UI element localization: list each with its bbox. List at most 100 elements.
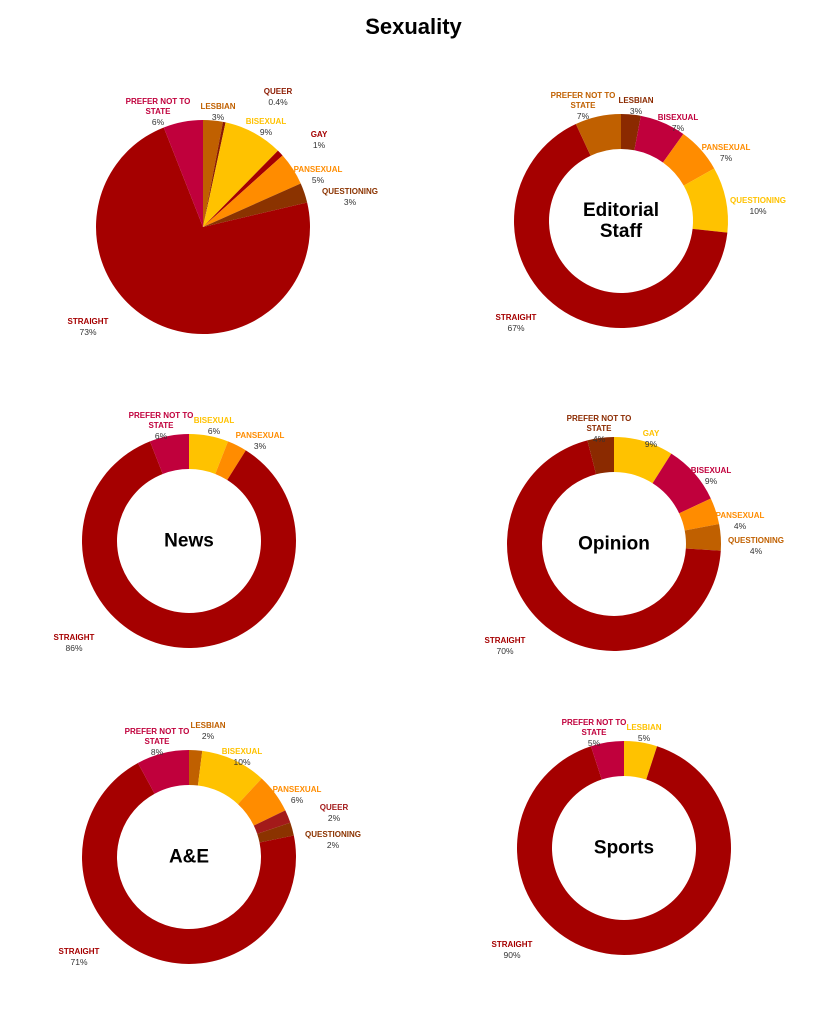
category-name: BISEXUAL bbox=[221, 747, 263, 756]
value-label: 67% bbox=[507, 323, 525, 333]
category-name: PREFER NOT TO STATE bbox=[125, 97, 191, 116]
value-label: 7% bbox=[719, 153, 733, 163]
donut-slice bbox=[517, 746, 731, 955]
donut-slice bbox=[81, 441, 296, 648]
value-label: 7% bbox=[671, 123, 685, 133]
pie-slice bbox=[203, 121, 226, 227]
category-name: QUESTIONING bbox=[727, 536, 784, 545]
slice-label: PREFER NOT TO STATE 8% bbox=[121, 727, 193, 757]
category-name: STRAIGHT bbox=[53, 633, 95, 642]
slice-label: LESBIAN 2% bbox=[172, 721, 244, 741]
slice-label: BISEXUAL 7% bbox=[642, 113, 714, 133]
slice-label: STRAIGHT 73% bbox=[52, 317, 124, 337]
value-label: 3% bbox=[211, 112, 225, 122]
pie-slice bbox=[203, 183, 308, 227]
category-name: LESBIAN bbox=[190, 721, 226, 730]
category-name: PANSEXUAL bbox=[701, 143, 751, 152]
slice-label: QUEER 2% bbox=[298, 803, 370, 823]
value-label: 5% bbox=[587, 738, 601, 748]
category-name: BISEXUAL bbox=[657, 113, 699, 122]
slice-label: QUESTIONING 4% bbox=[720, 536, 792, 556]
category-name: PANSEXUAL bbox=[715, 511, 765, 520]
value-label: 86% bbox=[65, 643, 83, 653]
value-label: 4% bbox=[749, 546, 763, 556]
value-label: 10% bbox=[233, 757, 251, 767]
slice-label: PREFER NOT TO STATE 4% bbox=[563, 414, 635, 444]
donut-slice bbox=[137, 750, 189, 794]
category-name: BISEXUAL bbox=[690, 466, 732, 475]
value-label: 71% bbox=[70, 957, 88, 967]
value-label: 2% bbox=[327, 813, 341, 823]
value-label: 3% bbox=[343, 197, 357, 207]
slice-label: QUESTIONING 3% bbox=[314, 187, 386, 207]
category-name: LESBIAN bbox=[626, 723, 662, 732]
category-name: QUESTIONING bbox=[321, 187, 378, 196]
category-name: STRAIGHT bbox=[484, 636, 526, 645]
value-label: 8% bbox=[150, 747, 164, 757]
slice-label: BISEXUAL 10% bbox=[206, 747, 278, 767]
slice-label: PREFER NOT TO STATE 7% bbox=[547, 91, 619, 121]
pie-slice bbox=[203, 120, 223, 227]
value-label: 1% bbox=[312, 140, 326, 150]
slice-label: LESBIAN 5% bbox=[608, 723, 680, 743]
donut-slice bbox=[189, 750, 203, 786]
slice-label: GAY 1% bbox=[283, 130, 355, 150]
donut-slice bbox=[149, 434, 189, 474]
pie-slice bbox=[203, 122, 278, 227]
category-name: PREFER NOT TO STATE bbox=[124, 727, 190, 746]
category-name: PREFER NOT TO STATE bbox=[561, 718, 627, 737]
category-name: PANSEXUAL bbox=[235, 431, 285, 440]
value-label: 9% bbox=[259, 127, 273, 137]
pie-slice bbox=[203, 155, 301, 227]
donut-slice bbox=[684, 523, 721, 551]
value-label: 5% bbox=[311, 175, 325, 185]
category-name: GAY bbox=[642, 429, 660, 438]
category-name: QUEER bbox=[319, 803, 349, 812]
donut-slice bbox=[634, 115, 684, 163]
donut-slice bbox=[197, 750, 262, 805]
value-label: 10% bbox=[749, 206, 767, 216]
category-name: QUESTIONING bbox=[729, 196, 786, 205]
pie-slice bbox=[163, 120, 203, 227]
category-name: PANSEXUAL bbox=[272, 785, 322, 794]
category-name: STRAIGHT bbox=[67, 317, 109, 326]
donut-slice bbox=[652, 453, 711, 514]
category-name: BISEXUAL bbox=[245, 117, 287, 126]
center-label: Editorial Staff bbox=[582, 200, 659, 242]
slice-label: QUESTIONING 2% bbox=[297, 830, 369, 850]
donut-slice bbox=[189, 434, 229, 474]
donut-slice bbox=[614, 437, 672, 484]
donut-slice bbox=[590, 741, 624, 780]
slice-label: STRAIGHT 90% bbox=[476, 940, 548, 960]
value-label: 6% bbox=[290, 795, 304, 805]
category-name: GAY bbox=[310, 130, 328, 139]
value-label: 6% bbox=[151, 117, 165, 127]
center-label: A&E bbox=[168, 846, 210, 868]
value-label: 4% bbox=[733, 521, 747, 531]
value-label: 9% bbox=[704, 476, 718, 486]
category-name: STRAIGHT bbox=[58, 947, 100, 956]
slice-label: PREFER NOT TO STATE 6% bbox=[125, 411, 197, 441]
donut-slice bbox=[237, 778, 286, 826]
value-label: 4% bbox=[592, 434, 606, 444]
value-label: 3% bbox=[629, 106, 643, 116]
value-label: 6% bbox=[154, 431, 168, 441]
donut-slice bbox=[575, 114, 621, 156]
category-name: STRAIGHT bbox=[491, 940, 533, 949]
category-name: LESBIAN bbox=[618, 96, 654, 105]
slice-label: PANSEXUAL 4% bbox=[704, 511, 776, 531]
category-name: BISEXUAL bbox=[193, 416, 235, 425]
category-name: PREFER NOT TO STATE bbox=[566, 414, 632, 433]
slice-label: PREFER NOT TO STATE 5% bbox=[558, 718, 630, 748]
slice-label: QUEER 0.4% bbox=[242, 87, 314, 107]
center-label: News bbox=[164, 530, 214, 552]
category-name: PREFER NOT TO STATE bbox=[550, 91, 616, 110]
value-label: 7% bbox=[576, 111, 590, 121]
slice-label: PREFER NOT TO STATE 6% bbox=[122, 97, 194, 127]
slice-label: BISEXUAL 9% bbox=[230, 117, 302, 137]
page-title: Sexuality bbox=[365, 14, 462, 39]
center-label: Sports bbox=[593, 837, 655, 859]
value-label: 2% bbox=[326, 840, 340, 850]
